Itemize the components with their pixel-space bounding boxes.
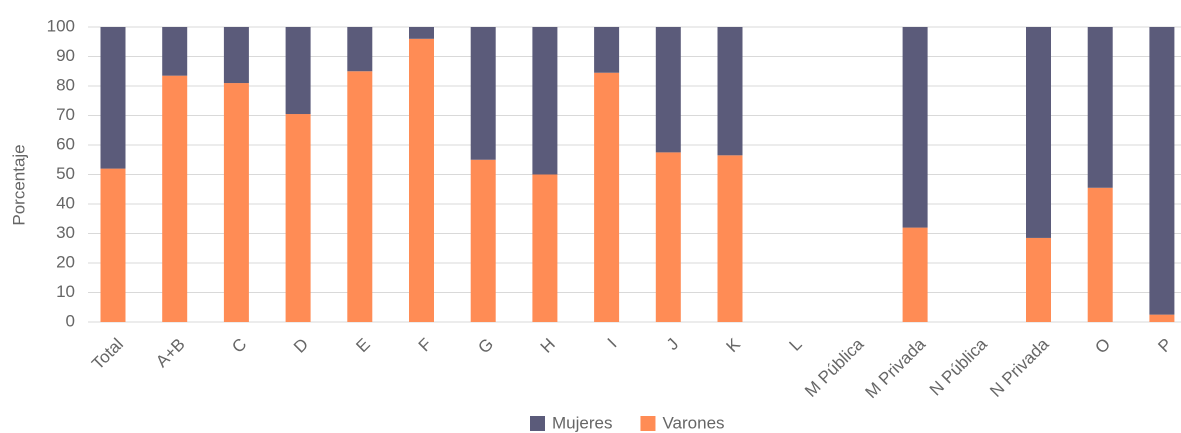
x-tick-label: M Privada — [862, 334, 930, 402]
x-tick-label: L — [786, 335, 806, 355]
legend-label: Mujeres — [552, 413, 612, 432]
x-tick-label: G — [474, 335, 497, 358]
y-tick-label: 40 — [56, 193, 75, 212]
bar-segment — [594, 72, 620, 322]
bar-segment — [470, 159, 496, 322]
bar-segment — [1026, 27, 1051, 238]
bar-segment — [1149, 314, 1175, 322]
x-tick-label: E — [352, 335, 373, 356]
bar-segment — [100, 168, 126, 322]
x-tick-label: O — [1091, 335, 1114, 358]
y-tick-label: 80 — [56, 75, 75, 94]
x-tick-label: Total — [88, 335, 127, 374]
bar-segment — [655, 27, 681, 153]
x-tick-label: M Pública — [801, 334, 868, 401]
bar-segment — [717, 27, 743, 156]
bar-segment — [902, 227, 928, 322]
bar-segment — [100, 27, 126, 169]
bar-segment — [409, 27, 434, 39]
y-tick-label: 10 — [56, 282, 75, 301]
bar-segment — [594, 27, 620, 73]
y-tick-label: 50 — [56, 164, 75, 183]
y-tick-label: 30 — [56, 223, 75, 242]
bar-segment — [1149, 27, 1175, 315]
y-tick-label: 20 — [56, 252, 75, 271]
bar-segment — [347, 27, 373, 72]
bar-segment — [223, 83, 249, 322]
x-tick-label: D — [290, 335, 312, 357]
x-tick-label: J — [663, 335, 682, 354]
bar-segment — [347, 71, 373, 322]
bar-segment — [162, 27, 188, 76]
x-tick-label: H — [537, 335, 559, 357]
x-tick-label: C — [228, 335, 250, 357]
bar-segment — [1026, 237, 1051, 322]
x-tick-label: A+B — [152, 335, 188, 371]
x-tick-label: I — [604, 335, 621, 352]
y-tick-label: 100 — [47, 16, 75, 35]
bar-segment — [409, 38, 434, 323]
legend-swatch — [530, 416, 545, 431]
x-tick-label: N Privada — [986, 334, 1053, 401]
x-tick-label: N Pública — [926, 334, 991, 399]
bar-segment — [285, 114, 311, 323]
bar-segment — [1087, 187, 1113, 322]
legend-swatch — [640, 416, 656, 431]
bar-segment — [655, 152, 681, 322]
y-tick-label: 70 — [56, 105, 75, 124]
bar-segment — [285, 27, 311, 115]
y-tick-label: 0 — [66, 311, 75, 330]
legend-label: Varones — [662, 413, 724, 432]
x-tick-label: P — [1154, 335, 1175, 356]
bar-segment — [902, 27, 928, 228]
y-axis-title: Porcentaje — [9, 144, 28, 225]
y-tick-label: 90 — [56, 46, 75, 65]
bar-segment — [1087, 27, 1113, 188]
bar-segment — [162, 75, 188, 322]
bar-segment — [717, 155, 743, 322]
bar-segment — [470, 27, 496, 160]
bar-segment — [532, 174, 558, 322]
bar-segment — [223, 27, 249, 84]
y-tick-label: 60 — [56, 134, 75, 153]
bar-segment — [532, 27, 558, 175]
x-tick-label: K — [723, 334, 745, 356]
x-tick-label: F — [415, 335, 436, 356]
